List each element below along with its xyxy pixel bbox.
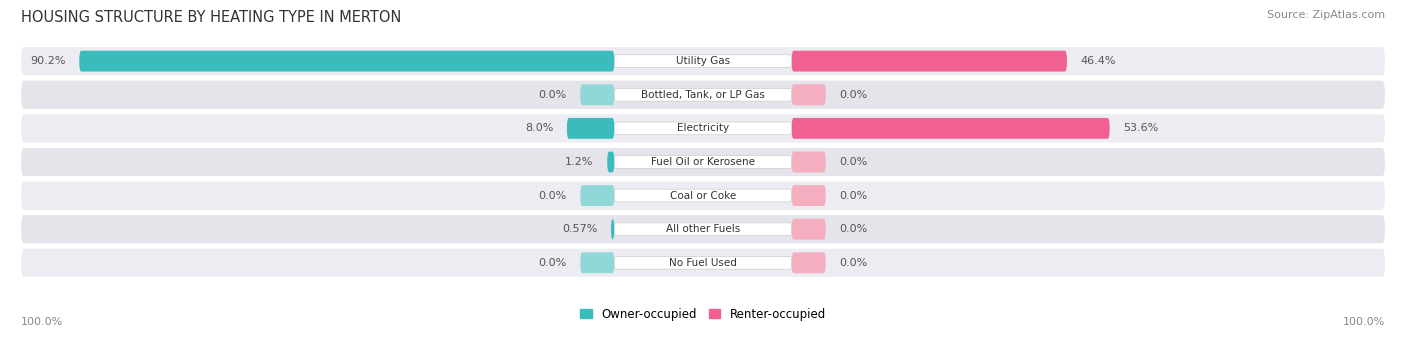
FancyBboxPatch shape [567, 118, 614, 139]
Text: 0.0%: 0.0% [839, 191, 868, 201]
Text: 100.0%: 100.0% [21, 317, 63, 327]
Text: 0.0%: 0.0% [839, 157, 868, 167]
Text: 8.0%: 8.0% [524, 123, 553, 133]
FancyBboxPatch shape [614, 122, 792, 135]
FancyBboxPatch shape [21, 215, 1385, 243]
FancyBboxPatch shape [21, 47, 1385, 75]
FancyBboxPatch shape [614, 55, 792, 68]
FancyBboxPatch shape [21, 114, 1385, 143]
Text: All other Fuels: All other Fuels [666, 224, 740, 234]
Text: 0.0%: 0.0% [538, 191, 567, 201]
FancyBboxPatch shape [792, 185, 825, 206]
Text: 0.57%: 0.57% [562, 224, 598, 234]
FancyBboxPatch shape [614, 155, 792, 168]
FancyBboxPatch shape [79, 51, 614, 72]
FancyBboxPatch shape [614, 189, 792, 202]
Text: 0.0%: 0.0% [839, 224, 868, 234]
FancyBboxPatch shape [792, 252, 825, 273]
Text: Fuel Oil or Kerosene: Fuel Oil or Kerosene [651, 157, 755, 167]
FancyBboxPatch shape [21, 249, 1385, 277]
Text: Electricity: Electricity [676, 123, 730, 133]
Text: Source: ZipAtlas.com: Source: ZipAtlas.com [1267, 10, 1385, 20]
FancyBboxPatch shape [792, 219, 825, 240]
FancyBboxPatch shape [792, 84, 825, 105]
Text: HOUSING STRUCTURE BY HEATING TYPE IN MERTON: HOUSING STRUCTURE BY HEATING TYPE IN MER… [21, 10, 402, 25]
Text: 53.6%: 53.6% [1123, 123, 1159, 133]
Text: 90.2%: 90.2% [30, 56, 66, 66]
FancyBboxPatch shape [792, 51, 1067, 72]
FancyBboxPatch shape [581, 252, 614, 273]
Text: Utility Gas: Utility Gas [676, 56, 730, 66]
FancyBboxPatch shape [612, 219, 614, 240]
FancyBboxPatch shape [21, 80, 1385, 109]
Text: 46.4%: 46.4% [1081, 56, 1116, 66]
Text: 0.0%: 0.0% [538, 90, 567, 100]
FancyBboxPatch shape [614, 88, 792, 101]
Text: Coal or Coke: Coal or Coke [669, 191, 737, 201]
FancyBboxPatch shape [21, 148, 1385, 176]
FancyBboxPatch shape [581, 185, 614, 206]
Text: 1.2%: 1.2% [565, 157, 593, 167]
FancyBboxPatch shape [614, 223, 792, 236]
Text: No Fuel Used: No Fuel Used [669, 258, 737, 268]
Text: Bottled, Tank, or LP Gas: Bottled, Tank, or LP Gas [641, 90, 765, 100]
FancyBboxPatch shape [581, 84, 614, 105]
Text: 0.0%: 0.0% [839, 258, 868, 268]
Text: 100.0%: 100.0% [1343, 317, 1385, 327]
Text: 0.0%: 0.0% [538, 258, 567, 268]
FancyBboxPatch shape [792, 151, 825, 173]
FancyBboxPatch shape [21, 181, 1385, 210]
FancyBboxPatch shape [607, 151, 614, 173]
Legend: Owner-occupied, Renter-occupied: Owner-occupied, Renter-occupied [575, 303, 831, 325]
Text: 0.0%: 0.0% [839, 90, 868, 100]
FancyBboxPatch shape [614, 256, 792, 269]
FancyBboxPatch shape [792, 118, 1109, 139]
